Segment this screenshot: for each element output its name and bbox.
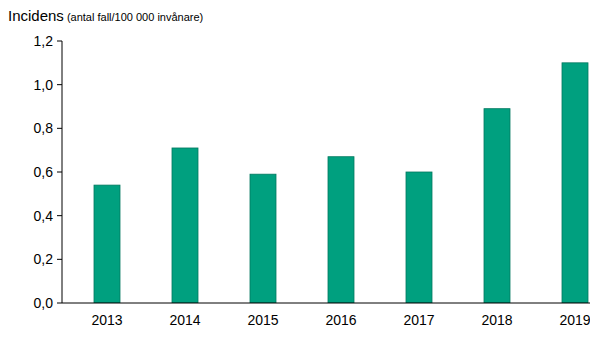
- x-tick-label: 2017: [403, 312, 434, 328]
- page: {"chart_data": {"type": "bar", "title": …: [0, 0, 590, 337]
- x-tick-label: 2019: [559, 312, 590, 328]
- bar: [562, 63, 588, 303]
- y-tick-label: 0,2: [34, 251, 54, 267]
- bar: [94, 185, 120, 303]
- y-tick-label: 0,8: [34, 120, 54, 136]
- x-tick-label: 2018: [481, 312, 512, 328]
- chart: Incidens(antal fall/100 000 invånare) 0,0…: [0, 0, 590, 337]
- x-tick-label: 2015: [247, 312, 278, 328]
- bar: [172, 148, 198, 303]
- y-tick: [57, 128, 62, 129]
- x-tick-label: 2016: [325, 312, 356, 328]
- chart-container: Incidens(antal fall/100 000 invånare) 0,0…: [0, 0, 590, 337]
- y-tick-label: 1,0: [34, 77, 54, 93]
- x-tick-label: 2013: [91, 312, 122, 328]
- y-tick-label: 1,2: [34, 33, 54, 49]
- y-tick-label: 0,4: [34, 208, 54, 224]
- y-tick: [57, 303, 62, 304]
- bar: [328, 157, 354, 303]
- y-tick: [57, 41, 62, 42]
- subtitle: (antal fall/100 000 invånare): [67, 11, 203, 23]
- y-tick: [57, 172, 62, 173]
- y-tick: [57, 215, 62, 216]
- y-tick: [57, 84, 62, 85]
- y-tick-label: 0,6: [34, 164, 54, 180]
- bar: [250, 174, 276, 303]
- y-tick: [57, 259, 62, 260]
- bars: [94, 63, 588, 303]
- title: Incidens: [8, 7, 64, 24]
- bar: [484, 109, 510, 303]
- y-tick-label: 0,0: [34, 295, 54, 311]
- bar: [406, 172, 432, 303]
- x-tick-label: 2014: [169, 312, 200, 328]
- x-axis: [62, 303, 590, 304]
